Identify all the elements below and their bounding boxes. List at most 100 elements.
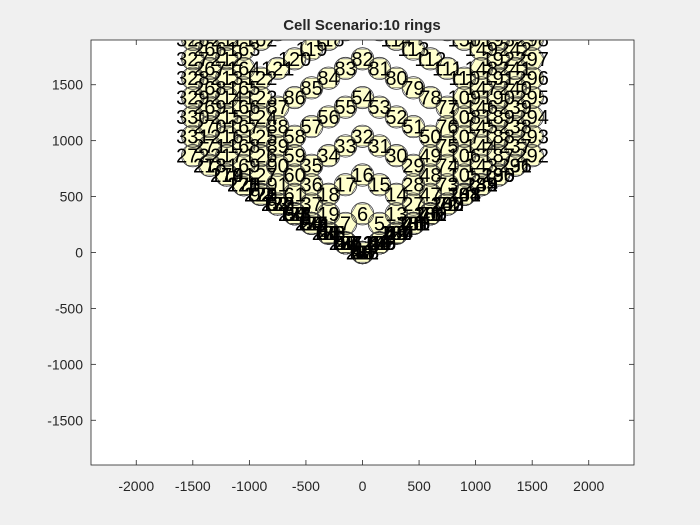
cell-label: 65 <box>317 223 339 245</box>
cell-label: 126 <box>244 146 277 168</box>
cell-label: 174 <box>278 204 311 226</box>
cell-circle <box>248 40 273 51</box>
cell-label: 139 <box>414 204 447 226</box>
cell-label: 81 <box>368 58 390 80</box>
cell-label: 4 <box>374 233 385 255</box>
cell-label: 85 <box>300 78 322 100</box>
cell-label: 63 <box>284 204 306 226</box>
cell-label: 120 <box>278 49 311 71</box>
cell-label: 27 <box>402 194 424 216</box>
cell-label: 268 <box>193 78 226 100</box>
cell-label: 107 <box>448 126 481 148</box>
cell-label: 104 <box>448 184 481 206</box>
y-tick-label: 1000 <box>52 133 83 149</box>
cell-label: 73 <box>436 175 458 197</box>
cell-label: 218 <box>193 155 226 177</box>
cell-label: 77 <box>436 97 458 119</box>
cell-label: 40 <box>317 223 339 245</box>
cell-label: 78 <box>419 88 441 110</box>
cell-label: 331 <box>176 126 209 148</box>
x-tick-label: -2000 <box>118 478 154 494</box>
cell-label: 219 <box>210 165 243 187</box>
cell-circle <box>181 85 205 110</box>
cell-label: 117 <box>330 20 362 42</box>
cell-label: 74 <box>436 155 458 177</box>
cell-label: 33 <box>334 136 356 158</box>
cell-label: 225 <box>312 223 345 245</box>
cell-label: 192 <box>482 49 515 71</box>
y-tick-label: -500 <box>55 300 83 316</box>
cell-circle <box>215 40 239 51</box>
cell-circle <box>520 144 544 168</box>
cell-label: 97 <box>334 233 356 255</box>
cell-label: 235 <box>482 165 515 187</box>
cell-label: 329 <box>176 88 209 110</box>
cell-label: 297 <box>516 49 549 71</box>
cell-label: 171 <box>227 175 260 197</box>
cell-label: 223 <box>278 204 311 226</box>
cell-label: 38 <box>284 204 306 226</box>
x-tick-label: -1000 <box>231 478 267 494</box>
cell-circle <box>181 105 205 129</box>
cell-label: 112 <box>414 49 446 71</box>
cell-circle <box>520 47 544 71</box>
cell-label: 96 <box>317 223 339 245</box>
cell-label: 52 <box>385 107 407 129</box>
cell-label: 11 <box>369 233 390 255</box>
cell-label: 186 <box>482 165 515 187</box>
cell-label: 108 <box>448 107 481 129</box>
cell-label: 175 <box>295 213 328 235</box>
cell-label: 173 <box>261 194 294 216</box>
cell-label: 291 <box>499 155 532 177</box>
cell-label: 127 <box>244 165 277 187</box>
cell-label: 9 <box>340 233 351 255</box>
cell-label: 287 <box>431 194 464 216</box>
cell-label: 148 <box>465 58 498 80</box>
cell-label: 327 <box>176 49 209 71</box>
cell-label: 163 <box>227 39 260 61</box>
cell-label: 42 <box>351 243 373 265</box>
cell-label: 181 <box>397 213 430 235</box>
cell-label: 1 <box>357 243 368 265</box>
cell-label: 170 <box>210 165 243 187</box>
cell-circle <box>181 124 205 148</box>
cell-label: 88 <box>267 117 289 139</box>
cell-circle <box>486 40 510 51</box>
cell-label: 21 <box>317 223 339 245</box>
cell-label: 221 <box>244 184 277 206</box>
cell-label: 76 <box>436 117 458 139</box>
cell-label: 30 <box>385 146 407 168</box>
cell-label: 48 <box>419 165 441 187</box>
cell-label: 295 <box>516 88 549 110</box>
cell-label: 220 <box>227 175 260 197</box>
cell-label: 182 <box>414 204 447 226</box>
cell-label: 274 <box>210 165 243 187</box>
cell-label: 20 <box>300 213 322 235</box>
cell-label: 69 <box>385 223 407 245</box>
cell-label: 118 <box>313 29 345 51</box>
cell-label: 178 <box>346 243 379 265</box>
cell-label: 147 <box>465 78 498 100</box>
cell-label: 133 <box>312 223 345 245</box>
cell-label: 44 <box>385 223 407 245</box>
cell-label: 135 <box>346 243 379 265</box>
cell-circle <box>520 40 544 51</box>
cell-label: 233 <box>448 184 481 206</box>
cell-label: 270 <box>193 117 226 139</box>
cell-label: 272 <box>176 146 209 168</box>
cell-label: 2 <box>340 233 351 255</box>
cell-label: 53 <box>368 97 390 119</box>
cell-label: 23 <box>351 243 373 265</box>
cell-label: 130 <box>261 194 294 216</box>
cell-label: 115 <box>364 20 396 42</box>
cell-label: 294 <box>516 107 549 129</box>
cell-label: 26 <box>402 213 424 235</box>
cell-label: 67 <box>351 243 373 265</box>
cell-label: 146 <box>465 97 498 119</box>
cell-label: 51 <box>402 117 424 139</box>
cell-circle <box>452 40 477 51</box>
cell-label: 6 <box>357 204 368 226</box>
cell-label: 100 <box>380 223 413 245</box>
cell-label: 86 <box>284 88 306 110</box>
